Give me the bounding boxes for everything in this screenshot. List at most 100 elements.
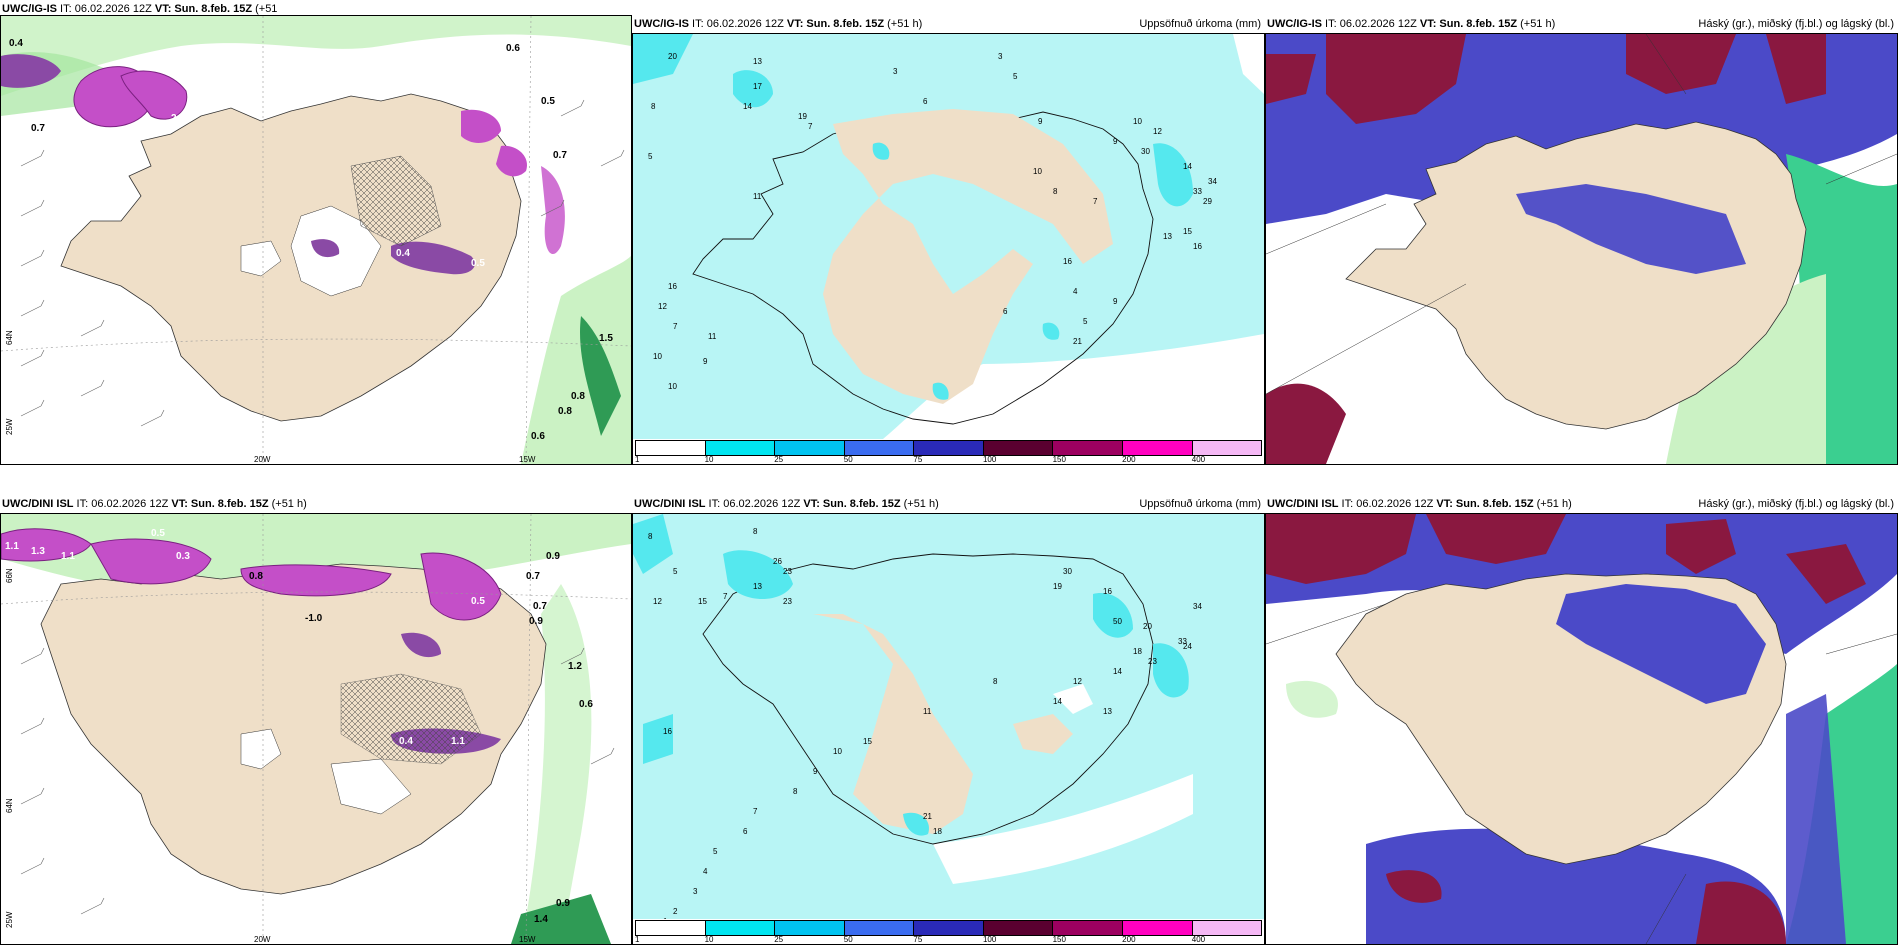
precip-amount-label: 10 bbox=[833, 747, 842, 756]
precip-amount-label: 26 bbox=[773, 557, 782, 566]
precip-amount-label: 19 bbox=[798, 112, 807, 121]
precip-amount-label: 3 bbox=[998, 52, 1003, 61]
precip-amount-label: 15 bbox=[1183, 227, 1192, 236]
legend-colorbar bbox=[635, 920, 1262, 936]
svg-text:1.4: 1.4 bbox=[534, 914, 548, 925]
precip-amount-label: 8 bbox=[793, 787, 798, 796]
precip-amount-label: 30 bbox=[1141, 147, 1150, 156]
svg-text:1.5: 1.5 bbox=[599, 333, 613, 344]
precip-amount-label: 8 bbox=[993, 677, 998, 686]
precip-amount-label: 7 bbox=[1093, 197, 1098, 206]
precip-amount-label: 4 bbox=[703, 867, 708, 876]
legend-colorbar bbox=[635, 440, 1262, 456]
precip-amount-label: 16 bbox=[1103, 587, 1112, 596]
precip-amount-label: 33 bbox=[1193, 187, 1202, 196]
svg-text:15W: 15W bbox=[519, 455, 536, 464]
legend-ticks: 1 10 25 50 75 100 150 200 400 bbox=[635, 455, 1206, 464]
precip-amount-label: 6 bbox=[743, 827, 748, 836]
precip-amount-label: 15 bbox=[698, 597, 707, 606]
precip-amount-label: 13 bbox=[1103, 707, 1112, 716]
precip-amount-label: 8 bbox=[753, 527, 758, 536]
precip-amount-label: 4 bbox=[1073, 287, 1078, 296]
svg-text:0.5: 0.5 bbox=[471, 596, 485, 607]
precip-amount-label: 8 bbox=[648, 532, 653, 541]
precip-amount-label: 9 bbox=[703, 357, 708, 366]
svg-text:0.7: 0.7 bbox=[526, 571, 540, 582]
precip-amount-label: 7 bbox=[808, 122, 813, 131]
precip-amount-label: 12 bbox=[1153, 127, 1162, 136]
precip-amount-label: 11 bbox=[708, 332, 717, 341]
panel-dini-clouds: UWC/DINI ISL IT: 06.02.2026 12Z VT: Sun.… bbox=[1265, 495, 1898, 945]
precip-amount-label: 20 bbox=[668, 52, 677, 61]
panel-title: UWC/DINI ISL IT: 06.02.2026 12Z VT: Sun.… bbox=[2, 498, 307, 510]
precip-amount-label: 7 bbox=[723, 592, 728, 601]
svg-text:2.5: 2.5 bbox=[171, 113, 185, 124]
svg-text:0.8: 0.8 bbox=[249, 571, 263, 582]
map-cloud-cover bbox=[1266, 34, 1897, 464]
precip-amount-label: 30 bbox=[1063, 567, 1072, 576]
precip-amount-label: 8 bbox=[651, 102, 656, 111]
map-cloud-cover bbox=[1266, 514, 1897, 944]
precip-amount-label: 50 bbox=[1113, 617, 1122, 626]
svg-text:15W: 15W bbox=[519, 935, 536, 944]
precip-amount-label: 7 bbox=[673, 322, 678, 331]
precip-amount-label: 13 bbox=[753, 582, 762, 591]
precip-amount-label: 18 bbox=[1133, 647, 1142, 656]
precip-amount-label: 13 bbox=[1163, 232, 1172, 241]
precip-amount-label: 17 bbox=[753, 82, 762, 91]
svg-text:20W: 20W bbox=[254, 455, 271, 464]
map-wind-precip-type: 0.4 0.7 0.6 0.7 0.5 1.5 0.8 0.8 0.6 2.5 … bbox=[1, 16, 631, 464]
precip-amount-label: 7 bbox=[753, 807, 758, 816]
svg-text:0.4: 0.4 bbox=[396, 248, 410, 259]
precip-amount-label: 13 bbox=[753, 57, 762, 66]
precip-legend: 1 10 25 50 75 100 150 200 400 bbox=[633, 918, 1264, 944]
panel-title: UWC/DINI ISL IT: 06.02.2026 12Z VT: Sun.… bbox=[1267, 498, 1894, 510]
svg-text:64N: 64N bbox=[5, 330, 14, 345]
precip-amount-label: 6 bbox=[1003, 307, 1008, 316]
legend-ticks: 1 10 25 50 75 100 150 200 400 bbox=[635, 935, 1206, 944]
panel-ig-is-precip: UWC/IG-IS IT: 06.02.2026 12Z VT: Sun. 8.… bbox=[632, 15, 1265, 465]
precip-amount-label: 8 bbox=[1053, 187, 1058, 196]
svg-text:25W: 25W bbox=[5, 418, 14, 435]
precip-amount-label: 5 bbox=[713, 847, 718, 856]
precip-legend: 1 10 25 50 75 100 150 200 400 bbox=[633, 438, 1264, 464]
svg-text:0.4: 0.4 bbox=[399, 736, 413, 747]
precip-amount-label: 14 bbox=[1113, 667, 1122, 676]
precip-amount-label: 10 bbox=[1033, 167, 1042, 176]
panel-title: UWC/IG-IS IT: 06.02.2026 12Z VT: Sun. 8.… bbox=[634, 18, 1261, 30]
precip-amount-label: 21 bbox=[1073, 337, 1082, 346]
svg-text:0.7: 0.7 bbox=[553, 150, 567, 161]
panel-title: UWC/DINI ISL IT: 06.02.2026 12Z VT: Sun.… bbox=[634, 498, 1261, 510]
svg-text:1.1: 1.1 bbox=[5, 541, 19, 552]
precip-amount-label: 29 bbox=[1203, 197, 1212, 206]
precip-amount-label: 12 bbox=[658, 302, 667, 311]
svg-text:0.5: 0.5 bbox=[471, 258, 485, 269]
precip-amount-label: 5 bbox=[673, 567, 678, 576]
precip-amount-label: 14 bbox=[1183, 162, 1192, 171]
precip-amount-label: 10 bbox=[668, 382, 677, 391]
map-wind-precip-type: 1.1 1.3 1.1 0.5 0.3 0.8 0.9 0.7 0.5 1.2 … bbox=[1, 514, 631, 944]
panel-ig-is-clouds: UWC/IG-IS IT: 06.02.2026 12Z VT: Sun. 8.… bbox=[1265, 15, 1898, 465]
precip-amount-label: 21 bbox=[923, 812, 932, 821]
svg-text:0.4: 0.4 bbox=[9, 38, 23, 49]
precip-amount-label: 3 bbox=[893, 67, 898, 76]
iceland-land bbox=[702, 553, 1154, 845]
precip-amount-label: 1 bbox=[663, 917, 668, 919]
svg-text:66N: 66N bbox=[5, 568, 14, 583]
precip-amount-label: 14 bbox=[743, 102, 752, 111]
precip-amount-label: 5 bbox=[1083, 317, 1088, 326]
svg-text:0.6: 0.6 bbox=[506, 43, 520, 54]
svg-text:0.3: 0.3 bbox=[176, 551, 190, 562]
panel-title: UWC/IG-IS IT: 06.02.2026 12Z VT: Sun. 8.… bbox=[1267, 18, 1894, 30]
precip-amount-label: 16 bbox=[663, 727, 672, 736]
svg-text:0.8: 0.8 bbox=[558, 406, 572, 417]
precip-amount-label: 34 bbox=[1193, 602, 1202, 611]
svg-text:0.5: 0.5 bbox=[151, 528, 165, 539]
panel-title: UWC/IG-IS IT: 06.02.2026 12Z VT: Sun. 8.… bbox=[2, 3, 278, 15]
svg-text:1.1: 1.1 bbox=[61, 551, 75, 562]
precip-amount-label: 5 bbox=[648, 152, 653, 161]
svg-text:1.2: 1.2 bbox=[568, 661, 582, 672]
panel-dini-precip: UWC/DINI ISL IT: 06.02.2026 12Z VT: Sun.… bbox=[632, 495, 1265, 945]
